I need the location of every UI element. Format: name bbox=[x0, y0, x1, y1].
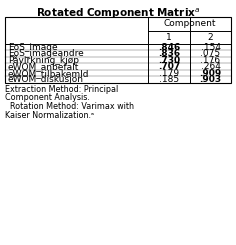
Text: EoS_imageandre: EoS_imageandre bbox=[8, 49, 84, 58]
Text: Kaiser Normalization.ᵃ: Kaiser Normalization.ᵃ bbox=[5, 110, 94, 120]
Text: Påvirkning_kjøp: Påvirkning_kjøp bbox=[8, 55, 79, 65]
Text: eWOM_tilbakemld: eWOM_tilbakemld bbox=[8, 69, 89, 78]
Text: Rotated Component Matrix$^{a}$: Rotated Component Matrix$^{a}$ bbox=[36, 7, 200, 21]
Text: Rotation Method: Varimax with: Rotation Method: Varimax with bbox=[5, 102, 134, 111]
Text: .176: .176 bbox=[200, 56, 221, 65]
Text: .707: .707 bbox=[158, 62, 180, 71]
Text: eWOM_diskusjon: eWOM_diskusjon bbox=[8, 75, 84, 84]
Text: Component Analysis.: Component Analysis. bbox=[5, 94, 90, 102]
Text: .185: .185 bbox=[159, 75, 179, 84]
Text: .264: .264 bbox=[201, 62, 220, 71]
Text: .179: .179 bbox=[159, 69, 179, 78]
Bar bbox=[5, 17, 231, 83]
Text: .909: .909 bbox=[199, 69, 222, 78]
Text: .846: .846 bbox=[158, 43, 180, 52]
Text: 1: 1 bbox=[166, 33, 172, 42]
Text: EoS_image: EoS_image bbox=[8, 43, 58, 52]
Text: .903: .903 bbox=[199, 75, 222, 84]
Text: 2: 2 bbox=[208, 33, 213, 42]
Text: Extraction Method: Principal: Extraction Method: Principal bbox=[5, 85, 118, 94]
Text: .836: .836 bbox=[158, 49, 180, 58]
Text: .730: .730 bbox=[158, 56, 180, 65]
Text: .075: .075 bbox=[200, 49, 221, 58]
Text: Component: Component bbox=[163, 20, 216, 28]
Text: .154: .154 bbox=[201, 43, 220, 52]
Text: eWOM_anbefalt: eWOM_anbefalt bbox=[8, 62, 79, 71]
